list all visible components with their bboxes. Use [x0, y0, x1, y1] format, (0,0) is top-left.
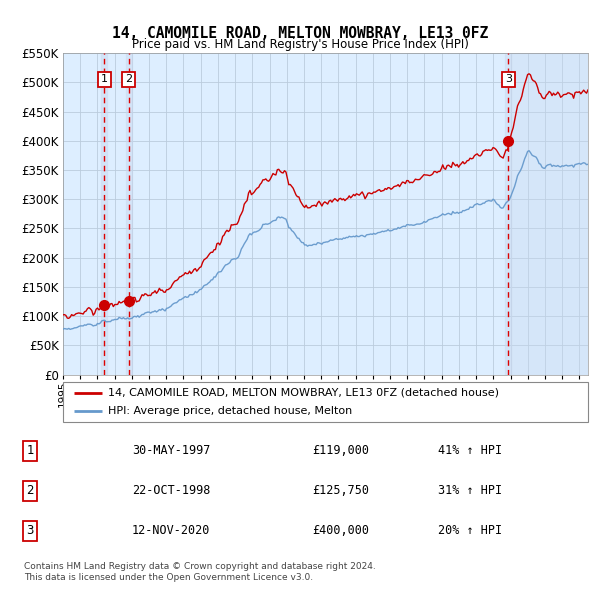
- Text: 3: 3: [26, 525, 34, 537]
- Text: 30-MAY-1997: 30-MAY-1997: [132, 444, 211, 457]
- Text: £125,750: £125,750: [312, 484, 369, 497]
- Text: This data is licensed under the Open Government Licence v3.0.: This data is licensed under the Open Gov…: [24, 572, 313, 582]
- Text: 22-OCT-1998: 22-OCT-1998: [132, 484, 211, 497]
- Text: £400,000: £400,000: [312, 525, 369, 537]
- Text: HPI: Average price, detached house, Melton: HPI: Average price, detached house, Melt…: [107, 406, 352, 416]
- Text: 41% ↑ HPI: 41% ↑ HPI: [438, 444, 502, 457]
- Bar: [511, 53, 588, 375]
- Text: 1: 1: [26, 444, 34, 457]
- Text: 2: 2: [26, 484, 34, 497]
- Text: 14, CAMOMILE ROAD, MELTON MOWBRAY, LE13 0FZ (detached house): 14, CAMOMILE ROAD, MELTON MOWBRAY, LE13 …: [107, 388, 499, 398]
- Bar: [505, 53, 511, 375]
- Text: 20% ↑ HPI: 20% ↑ HPI: [438, 525, 502, 537]
- Text: 2: 2: [125, 74, 132, 84]
- Text: Contains HM Land Registry data © Crown copyright and database right 2024.: Contains HM Land Registry data © Crown c…: [24, 562, 376, 571]
- Text: Price paid vs. HM Land Registry's House Price Index (HPI): Price paid vs. HM Land Registry's House …: [131, 38, 469, 51]
- Text: 14, CAMOMILE ROAD, MELTON MOWBRAY, LE13 0FZ: 14, CAMOMILE ROAD, MELTON MOWBRAY, LE13 …: [112, 25, 488, 41]
- Bar: [125, 53, 131, 375]
- Text: 3: 3: [505, 74, 512, 84]
- Text: 12-NOV-2020: 12-NOV-2020: [132, 525, 211, 537]
- Text: £119,000: £119,000: [312, 444, 369, 457]
- Bar: [101, 53, 107, 375]
- Text: 1: 1: [101, 74, 108, 84]
- Text: 31% ↑ HPI: 31% ↑ HPI: [438, 484, 502, 497]
